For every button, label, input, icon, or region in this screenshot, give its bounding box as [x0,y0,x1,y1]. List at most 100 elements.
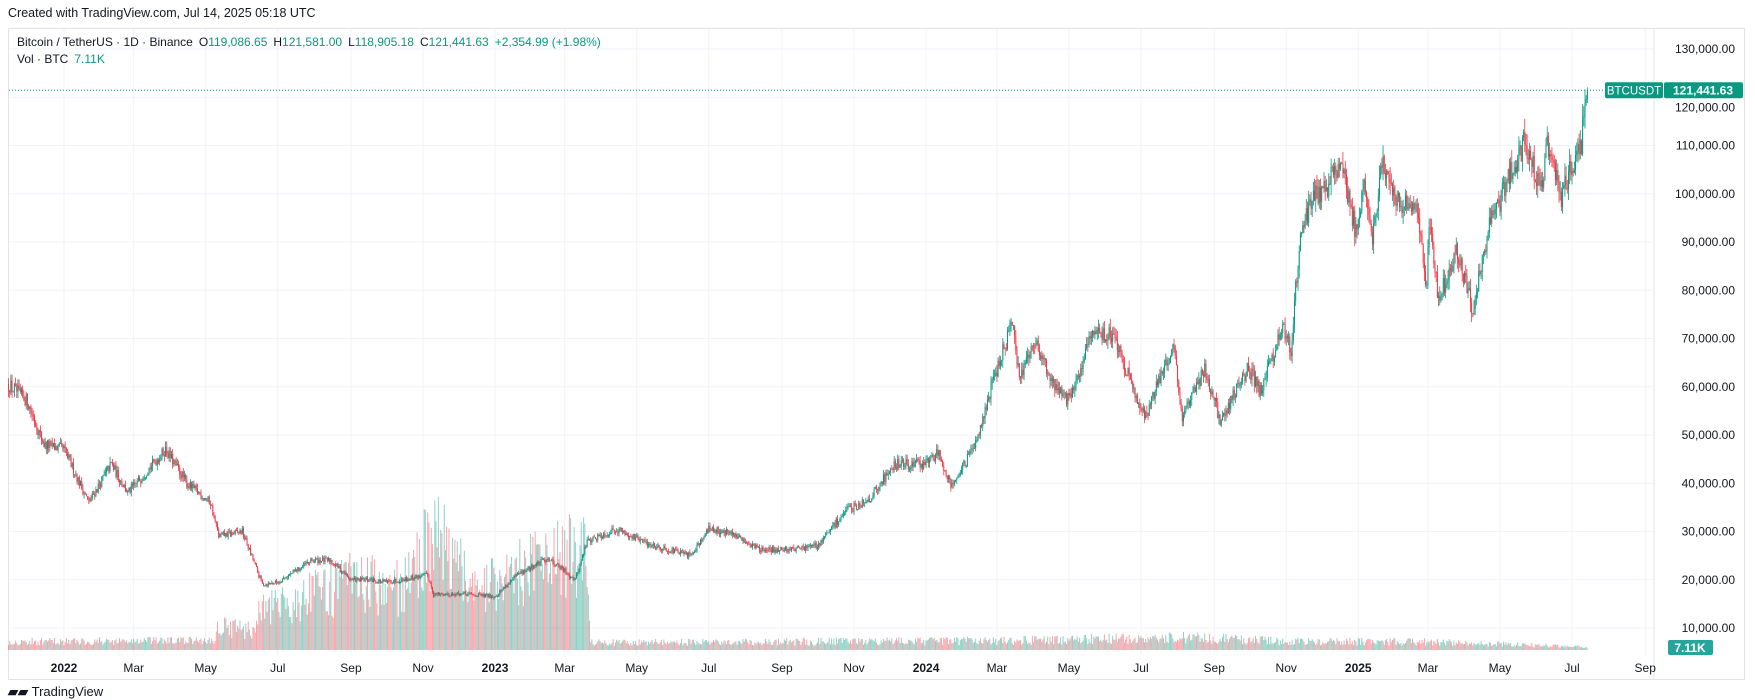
candle-body [1049,374,1051,382]
volume-bar [35,640,37,650]
candle-body [465,592,467,595]
candle-body [1354,210,1356,237]
volume-bar [919,637,921,650]
candle-body [341,571,343,573]
volume-bar [976,643,978,650]
volume-bar [853,639,855,650]
candle-body [48,441,50,449]
volume-bar [1094,638,1096,650]
candle-body [1316,185,1318,189]
candle-body [528,566,530,571]
candle-body [1012,325,1014,327]
volume-bar [1375,644,1377,650]
volume-bar [281,587,283,650]
volume-bar [512,579,514,650]
volume-bar [448,528,450,650]
candle-body [1309,199,1311,203]
volume-title[interactable]: Vol · BTC [17,52,69,66]
candle-body [1229,402,1231,409]
candle-body [931,454,933,457]
volume-bar [476,579,478,650]
volume-bar [635,641,637,650]
volume-bar [650,641,652,650]
candle-body [443,594,445,596]
volume-bar [1271,643,1273,650]
volume-bar [1390,641,1392,650]
volume-bar [1289,641,1291,650]
volume-bar [1188,633,1190,650]
volume-bar [28,643,30,650]
volume-bar [244,639,246,650]
candle-body [294,569,296,572]
volume-bar [691,640,693,650]
candle-body [38,430,40,436]
volume-bar [697,642,699,650]
volume-bar [935,640,937,650]
volume-bar [1464,643,1466,650]
y-tick-label: 90,000.00 [1682,235,1736,249]
candle-body [806,545,808,548]
symbol-title[interactable]: Bitcoin / TetherUS · 1D · Binance [17,35,193,49]
volume-bar [714,641,716,650]
volume-bar [330,563,332,650]
candle-body [1020,377,1022,378]
volume-bar [1498,641,1500,650]
volume-bar [110,641,112,650]
volume-bar [743,641,745,650]
legend-price-row: Bitcoin / TetherUS · 1D · Binance O119,08… [17,34,607,51]
candle-body [1236,383,1238,398]
candle-body [1262,390,1264,394]
candle-body [1577,144,1579,151]
candle-body [355,578,357,582]
candle-body [260,575,262,582]
candle-body [1148,404,1150,416]
candle-body [1292,324,1294,341]
candle-body [116,470,118,477]
candle-body [11,380,13,391]
candle-body [1338,164,1340,169]
volume-bar [341,560,343,650]
volume-bar [670,641,672,650]
candle-body [1263,379,1265,391]
candle-body [1081,367,1083,369]
volume-bar [891,638,893,650]
volume-bar [1075,639,1077,650]
candle-body [1165,359,1167,365]
candle-body [1514,166,1516,173]
volume-bar [1449,641,1451,650]
candle-body [1086,344,1088,349]
volume-bar [1356,645,1358,650]
volume-bar [1314,642,1316,650]
candle-body [877,489,879,491]
candle-body [1322,186,1324,189]
candle-body [1226,410,1228,414]
volume-bar [1264,636,1266,650]
volume-bar [1054,636,1056,650]
volume-bar [900,638,902,650]
volume-bar [456,541,458,650]
time-axis[interactable]: 2022 Mar May Jul Sep Nov 2023 Mar May Jul Sep Nov 20… [51,661,1657,675]
candle-body [1540,180,1542,187]
candle-body [638,537,640,542]
volume-bar [234,618,236,650]
price-axis[interactable]: 10,000.0020,000.0030,000.0040,000.0050,0… [1675,42,1735,635]
volume-bar [688,638,690,650]
volume-bar [1132,641,1134,650]
candle-body [1578,144,1580,155]
candle-body [218,530,220,538]
volume-bar [169,637,171,650]
candle-body [1033,346,1035,348]
candle-body [881,481,883,485]
candle-body [690,553,692,555]
candle-body [1406,195,1408,210]
candle-body [96,489,98,492]
volume-bar [1443,643,1445,650]
volume-bar [1344,644,1346,650]
volume-bar [259,612,261,650]
candle-body [477,593,479,596]
volume-bar [1382,641,1384,650]
volume-bar [570,518,572,650]
volume-bar [423,508,425,650]
candle-body [515,574,517,577]
